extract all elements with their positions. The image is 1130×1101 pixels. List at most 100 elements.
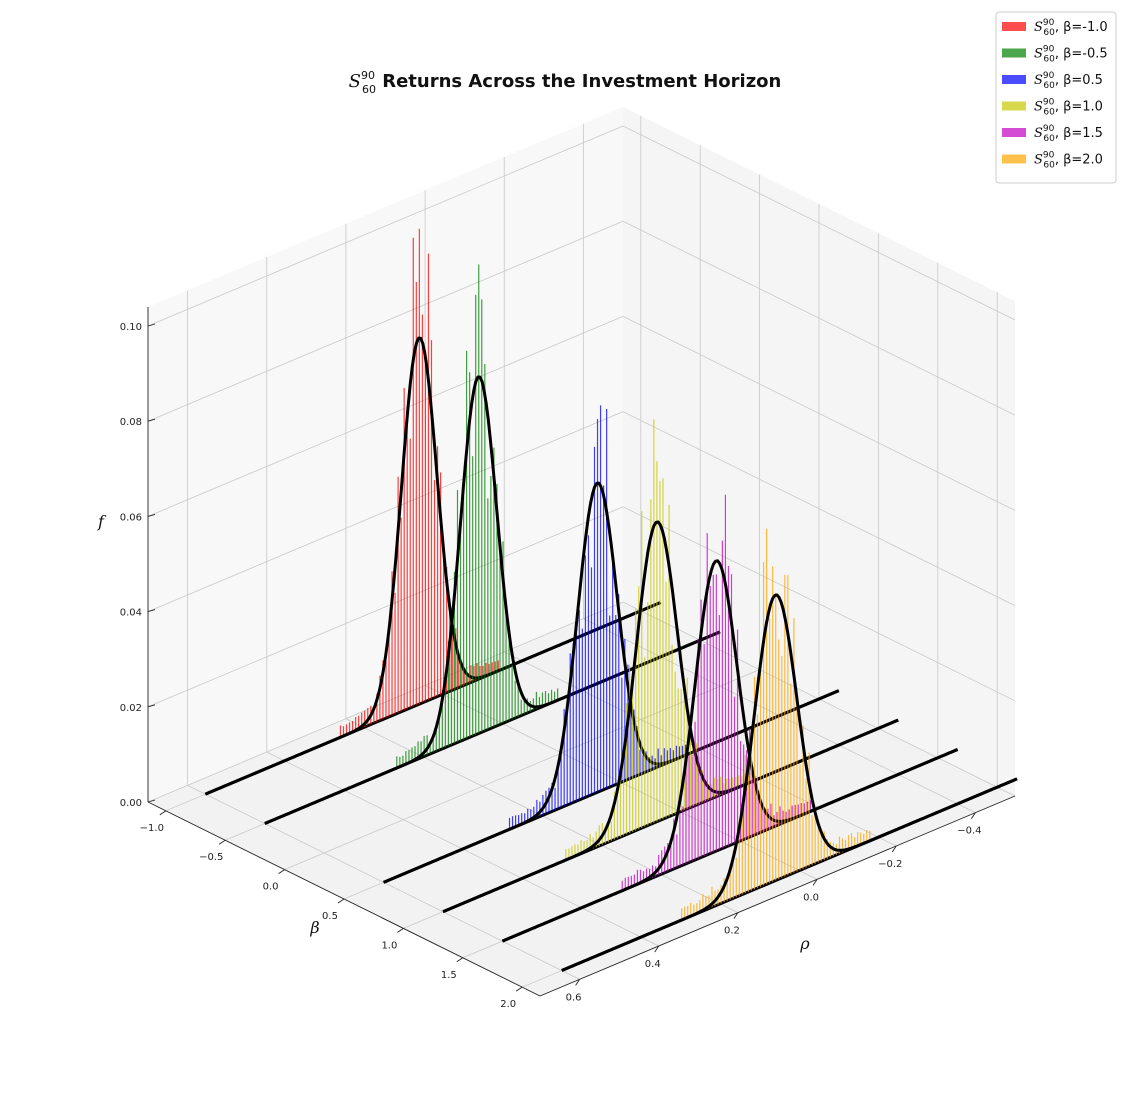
legend-swatch: [1002, 154, 1026, 164]
legend-superscript: 90: [1043, 71, 1055, 81]
f-tick: [147, 418, 156, 422]
series-β=-0.5: [264, 264, 721, 825]
grid-line: [284, 669, 760, 870]
series-β=1.5: [501, 494, 959, 943]
legend-entry: S90 60, β=-0.5: [1034, 45, 1108, 65]
legend-entry: S90 60, β=1.5: [1034, 124, 1103, 144]
beta-tick: [218, 839, 226, 845]
series-β=0.5: [383, 405, 840, 884]
rho-tick: [733, 912, 739, 919]
grid-line: [147, 506, 624, 708]
rho-axis-line: [539, 795, 1016, 997]
legend-symbol: S: [1034, 20, 1043, 35]
plot-area: [204, 228, 1018, 972]
rho-tick-label: 0.0: [803, 892, 819, 903]
beta-tick-label: 0.5: [322, 911, 338, 922]
legend-superscript: 90: [1043, 151, 1055, 161]
beta-tick: [397, 928, 404, 933]
legend-swatch: [1002, 22, 1026, 31]
f-tick: [147, 323, 156, 327]
f-tick-label: 0.00: [120, 798, 142, 809]
rho-tick: [654, 945, 660, 953]
legend-subscript: 60: [1043, 28, 1055, 38]
f-tick-label: 0.08: [120, 417, 142, 428]
legend-series-name: , β=1.0: [1055, 100, 1103, 115]
fitted-density-curve: [383, 481, 840, 884]
fitted-density-curve: [442, 520, 899, 914]
legend-series-name: , β=1.5: [1055, 126, 1103, 141]
beta-tick-label: −1.0: [140, 823, 164, 834]
legend-subscript: 60: [1043, 81, 1055, 91]
z-axis-label: f: [97, 512, 107, 531]
legend-symbol: S: [1034, 153, 1043, 168]
fitted-density-curve: [501, 559, 959, 943]
legend-entry: S90 60, β=0.5: [1034, 71, 1103, 91]
rho-tick-label: 0.6: [566, 992, 582, 1003]
legend-swatch: [1002, 128, 1026, 137]
grid-line: [622, 506, 1016, 702]
rho-tick: [971, 812, 976, 819]
title-symbol: S: [349, 71, 361, 92]
beta-tick: [337, 898, 345, 904]
rho-tick-label: −0.4: [957, 826, 981, 837]
beta-tick-label: 0.0: [263, 882, 279, 893]
legend-entry: S90 60, β=-1.0: [1034, 18, 1108, 38]
rho-tick-label: −0.2: [878, 859, 902, 870]
title-subscript: 60: [362, 83, 376, 96]
rho-tick-label: 0.4: [645, 959, 661, 970]
beta-tick-label: 1.5: [441, 970, 457, 981]
series-β=-1.0: [204, 228, 662, 796]
beta-tick: [159, 810, 167, 816]
legend-superscript: 90: [1043, 124, 1055, 134]
f-tick-label: 0.02: [120, 703, 142, 714]
legend-subscript: 60: [1043, 134, 1055, 144]
x-axis-label: ρ: [799, 934, 810, 953]
f-tick: [147, 609, 156, 613]
beta-tick: [278, 869, 285, 874]
legend-swatch: [1002, 75, 1026, 84]
legend-subscript: 60: [1043, 108, 1055, 118]
title-superscript: 90: [361, 69, 375, 82]
legend-superscript: 90: [1043, 18, 1055, 28]
legend-symbol: S: [1034, 100, 1043, 115]
beta-tick-label: 2.0: [500, 999, 516, 1010]
legend-series-name: , β=2.0: [1055, 153, 1103, 168]
grid-line: [622, 316, 1016, 511]
legend-entry: S90 60, β=1.0: [1034, 98, 1103, 118]
series-β=1.0: [442, 419, 899, 914]
fitted-density-curve: [561, 593, 1018, 972]
grid-line: [147, 220, 624, 422]
grid-line: [147, 411, 624, 612]
grid-line: [622, 411, 1016, 606]
rho-tick: [575, 979, 580, 986]
legend-symbol: S: [1034, 126, 1043, 141]
y-axis-label: β: [309, 918, 319, 937]
legend-swatch: [1002, 48, 1026, 58]
legend-superscript: 90: [1043, 98, 1055, 108]
f-tick: [147, 799, 156, 803]
legend-series-name: , β=-0.5: [1055, 47, 1108, 62]
grid-line: [147, 125, 624, 327]
grid-line: [622, 125, 1016, 321]
legend-subscript: 60: [1043, 55, 1055, 65]
legend-superscript: 90: [1043, 45, 1055, 55]
rho-tick: [812, 879, 818, 886]
rho-tick-label: 0.2: [724, 926, 740, 937]
legend-series-name: , β=-1.0: [1055, 20, 1108, 35]
legend-swatch: [1002, 101, 1026, 111]
grid-line: [622, 220, 1016, 416]
rho-tick: [891, 845, 897, 853]
f-tick: [147, 704, 156, 708]
f-tick-label: 0.06: [120, 512, 142, 523]
fitted-density-curve: [204, 336, 662, 796]
beta-tick: [515, 986, 523, 992]
series-β=2.0: [561, 528, 1018, 972]
legend-entry: S90 60, β=2.0: [1034, 151, 1103, 171]
beta-tick-label: 1.0: [381, 940, 397, 951]
beta-tick: [456, 957, 464, 963]
f-tick-label: 0.10: [120, 322, 142, 333]
f-tick: [147, 513, 156, 517]
fitted-density-curve: [264, 375, 721, 825]
